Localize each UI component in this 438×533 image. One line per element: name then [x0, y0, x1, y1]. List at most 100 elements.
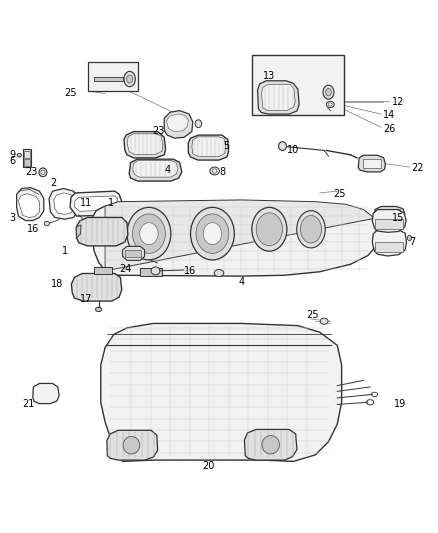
Ellipse shape — [326, 101, 334, 108]
Polygon shape — [188, 135, 229, 160]
Polygon shape — [166, 114, 188, 132]
Polygon shape — [258, 81, 299, 114]
Text: 25: 25 — [333, 189, 346, 199]
Polygon shape — [372, 230, 406, 256]
Text: 7: 7 — [410, 237, 416, 247]
Text: 1: 1 — [62, 246, 68, 256]
Text: 4: 4 — [239, 277, 245, 287]
Text: 6: 6 — [9, 156, 15, 166]
Ellipse shape — [191, 207, 234, 260]
Bar — [375, 219, 403, 229]
Text: 8: 8 — [219, 167, 225, 177]
Ellipse shape — [124, 71, 135, 87]
Text: 3: 3 — [9, 213, 15, 223]
Ellipse shape — [252, 207, 287, 251]
Bar — [36, 387, 54, 400]
Ellipse shape — [256, 213, 283, 246]
Polygon shape — [54, 193, 74, 214]
Bar — [375, 241, 403, 252]
Ellipse shape — [300, 215, 321, 243]
Text: 18: 18 — [51, 279, 64, 289]
Ellipse shape — [39, 168, 47, 177]
Text: 4: 4 — [165, 165, 171, 175]
Text: 2: 2 — [51, 178, 57, 188]
Polygon shape — [76, 217, 128, 246]
Polygon shape — [76, 225, 81, 238]
Ellipse shape — [407, 236, 412, 241]
Polygon shape — [17, 188, 44, 221]
Ellipse shape — [132, 214, 166, 253]
Polygon shape — [123, 246, 145, 260]
Text: 9: 9 — [9, 150, 15, 160]
Ellipse shape — [262, 435, 279, 454]
Ellipse shape — [196, 214, 229, 253]
Polygon shape — [127, 134, 163, 155]
Polygon shape — [129, 159, 182, 181]
Bar — [88, 61, 138, 91]
Text: 17: 17 — [80, 294, 92, 304]
Ellipse shape — [195, 120, 201, 128]
Text: 26: 26 — [383, 124, 396, 134]
Ellipse shape — [17, 154, 21, 157]
Text: 19: 19 — [394, 399, 406, 409]
Text: 12: 12 — [392, 97, 404, 107]
Bar — [125, 251, 141, 257]
Ellipse shape — [41, 170, 45, 174]
Polygon shape — [71, 273, 122, 301]
Bar — [94, 77, 123, 81]
Text: 25: 25 — [64, 88, 77, 99]
Polygon shape — [192, 137, 226, 157]
Polygon shape — [70, 191, 122, 216]
Text: 20: 20 — [202, 461, 214, 471]
Polygon shape — [244, 430, 297, 460]
Polygon shape — [164, 110, 193, 138]
Text: 23: 23 — [25, 167, 37, 177]
Text: 13: 13 — [263, 71, 275, 81]
Polygon shape — [372, 209, 406, 232]
Bar — [94, 268, 112, 274]
Polygon shape — [101, 324, 342, 462]
Polygon shape — [33, 383, 59, 403]
Bar — [252, 55, 344, 115]
Ellipse shape — [214, 270, 224, 277]
Ellipse shape — [212, 169, 217, 173]
Text: 23: 23 — [152, 126, 164, 136]
Text: 21: 21 — [23, 399, 35, 409]
Ellipse shape — [123, 437, 140, 454]
Text: 15: 15 — [392, 213, 404, 223]
Ellipse shape — [328, 103, 332, 106]
Ellipse shape — [44, 221, 49, 226]
Text: 1: 1 — [108, 198, 114, 208]
Ellipse shape — [323, 85, 334, 99]
Bar — [378, 209, 400, 219]
Text: 11: 11 — [80, 198, 92, 208]
Text: 25: 25 — [307, 310, 319, 320]
Bar — [23, 149, 31, 167]
Polygon shape — [358, 155, 385, 172]
Bar — [36, 388, 54, 394]
Bar — [24, 151, 30, 158]
Polygon shape — [49, 189, 78, 219]
Polygon shape — [105, 200, 374, 271]
Ellipse shape — [127, 75, 133, 83]
Ellipse shape — [326, 88, 331, 96]
Text: 5: 5 — [223, 141, 230, 151]
Polygon shape — [133, 160, 178, 177]
Polygon shape — [92, 201, 377, 276]
Text: 16: 16 — [184, 266, 196, 276]
Text: 14: 14 — [383, 110, 396, 120]
Ellipse shape — [95, 307, 102, 312]
Polygon shape — [261, 84, 295, 110]
Polygon shape — [18, 194, 39, 217]
Polygon shape — [374, 206, 405, 221]
Ellipse shape — [203, 223, 222, 245]
Bar — [363, 159, 381, 168]
Polygon shape — [107, 430, 158, 460]
Text: 24: 24 — [119, 264, 131, 273]
Ellipse shape — [151, 267, 160, 275]
Ellipse shape — [140, 223, 158, 245]
Ellipse shape — [127, 207, 171, 260]
Ellipse shape — [210, 167, 219, 175]
Text: 22: 22 — [412, 163, 424, 173]
Bar — [140, 268, 162, 276]
